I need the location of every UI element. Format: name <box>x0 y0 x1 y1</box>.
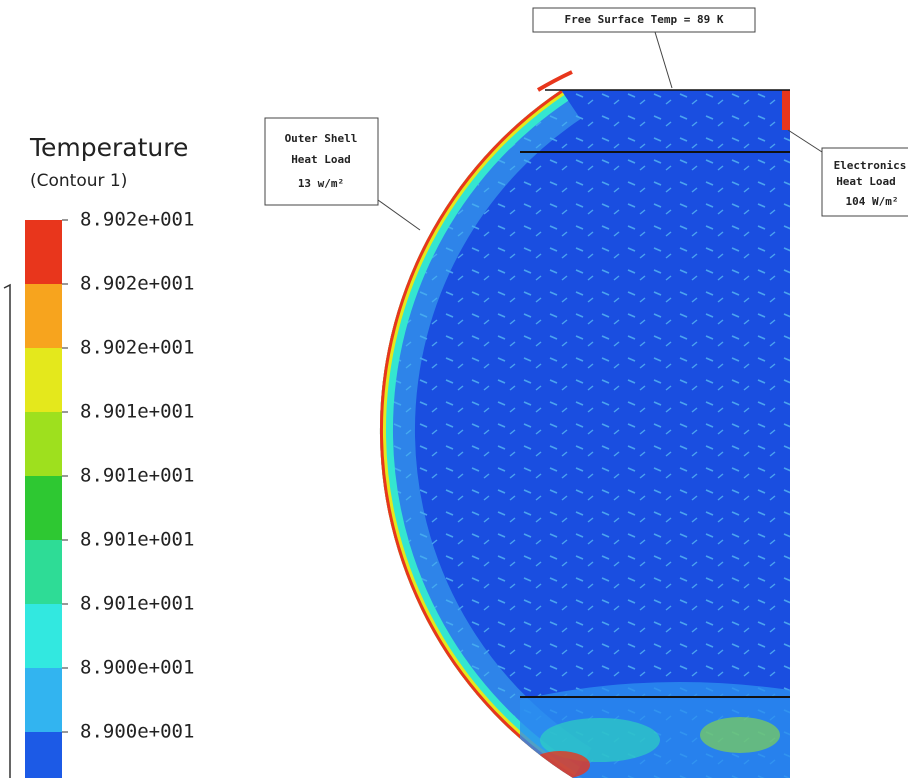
edge-band <box>379 90 575 778</box>
legend: Temperature (Contour 1) 8.902e+0018.902e… <box>3 133 194 778</box>
legend-title: Temperature <box>29 133 188 162</box>
color-band <box>25 348 62 412</box>
legend-subtitle: (Contour 1) <box>30 171 127 191</box>
bottom-region <box>700 717 780 753</box>
annotations: Free Surface Temp = 89 K Outer Shell Hea… <box>264 7 908 231</box>
annotation: 104 W/m² <box>846 195 899 208</box>
color-band <box>25 604 62 668</box>
tick-label: 8.900e+001 <box>80 721 194 743</box>
colorbar: 8.902e+001 8.902e+001 8.902e+001 8.901e+001… <box>25 209 194 778</box>
annotation-box <box>532 7 756 33</box>
contour-plot <box>379 70 790 778</box>
bottom-region <box>540 718 660 762</box>
tick-label: 8.901e+001 <box>80 465 194 487</box>
bottom-region <box>530 751 590 778</box>
leader-line <box>377 199 421 231</box>
color-band <box>25 284 62 348</box>
tick-label: 8.901e+001 <box>80 401 194 423</box>
leader-line <box>654 31 673 89</box>
tick-label: 8.902e+001 <box>80 273 194 295</box>
flow-vectors <box>379 90 790 778</box>
shell-tip <box>536 70 573 92</box>
color-band <box>25 540 62 604</box>
tick-label: 8.902e+001 <box>80 337 194 359</box>
annotation: 13 w/m² <box>298 177 344 190</box>
bracket <box>3 283 11 778</box>
annotation: Heat Load <box>291 153 351 166</box>
tick-label: 8.900e+001 <box>80 657 194 679</box>
color-band <box>25 668 62 732</box>
annotation-box <box>821 147 908 217</box>
annotation: Free Surface Temp = 89 K <box>565 13 724 26</box>
tick-label: 8.902e+001 <box>80 209 194 231</box>
annotation: Outer Shell <box>285 132 358 145</box>
color-band <box>25 476 62 540</box>
annotation: Electronics <box>834 159 907 172</box>
hot-spot <box>782 90 790 130</box>
color-band <box>25 220 62 284</box>
annotation: Heat Load <box>836 175 896 188</box>
tick-label: 8.901e+001 <box>80 593 194 615</box>
annotation-box <box>264 117 379 206</box>
tick-label: 8.901e+001 <box>80 529 194 551</box>
leader-line <box>787 129 823 153</box>
color-band <box>25 412 62 476</box>
color-band <box>25 732 62 778</box>
